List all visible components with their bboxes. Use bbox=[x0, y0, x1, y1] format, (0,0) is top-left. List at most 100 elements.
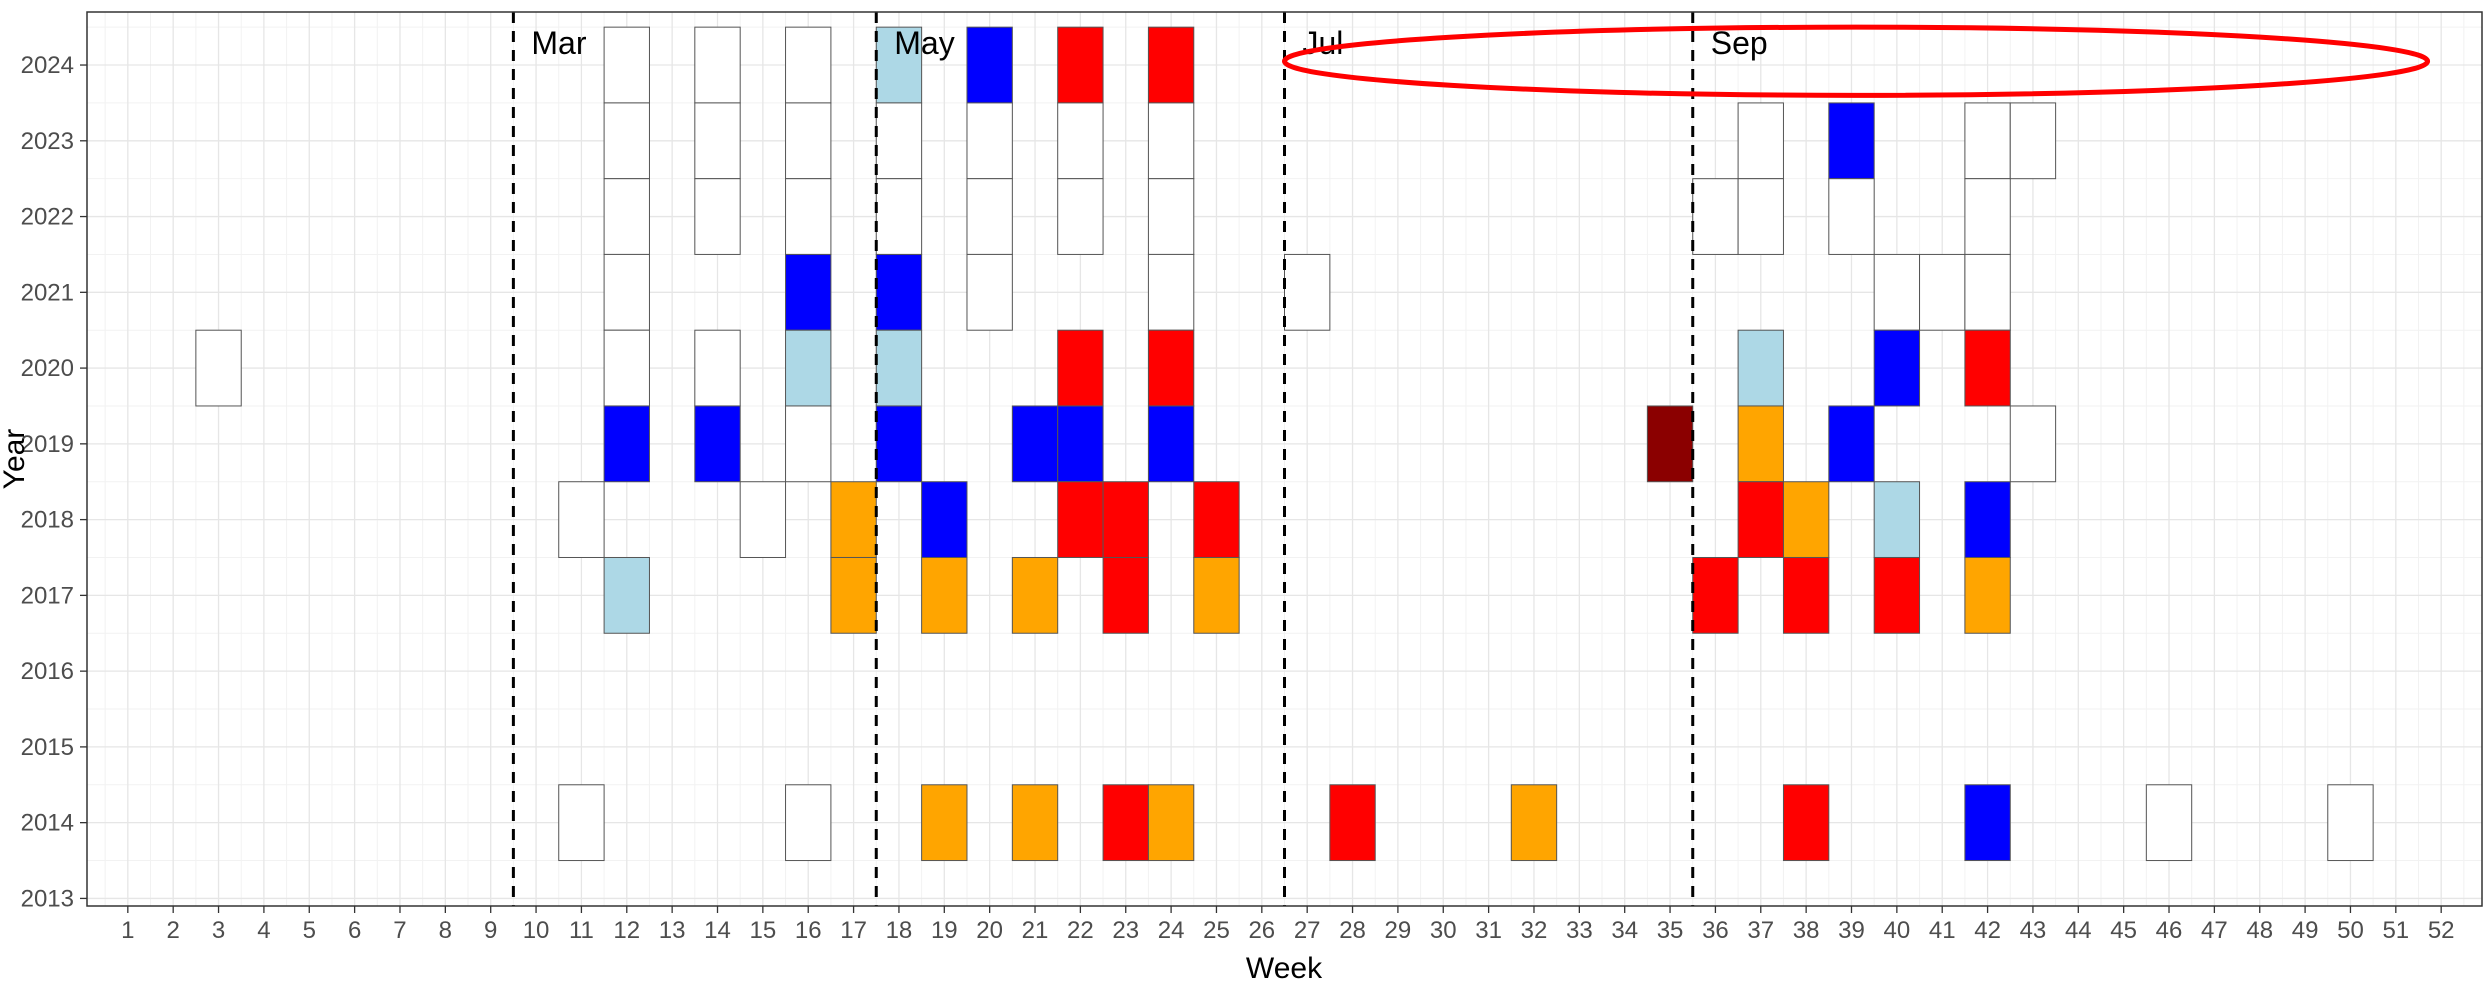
plot-panel-border bbox=[86, 11, 2483, 907]
tile-2022-w14 bbox=[694, 178, 741, 255]
x-tick-label: 9 bbox=[484, 917, 497, 944]
tile-2022-w39 bbox=[1828, 178, 1875, 255]
y-axis: 2013 2014 2015 2016 2017 2018 2019 2020 2021 2022… bbox=[21, 52, 87, 912]
tile-2023-w14 bbox=[694, 102, 741, 180]
tile-2022-w36 bbox=[1692, 178, 1739, 255]
x-tick-label: 2 bbox=[167, 917, 180, 944]
tile-2020-w16 bbox=[785, 329, 832, 407]
tile-2019-w14 bbox=[694, 405, 741, 483]
tile-2017-w21 bbox=[1011, 556, 1059, 634]
y-tick-label: 2018 bbox=[21, 507, 74, 534]
tile-2014-w46 bbox=[2145, 784, 2193, 862]
tile-2021-w16 bbox=[785, 253, 832, 331]
x-tick-label: 47 bbox=[2201, 917, 2228, 944]
x-tick-label: 19 bbox=[931, 917, 958, 944]
tile-2018-w11 bbox=[558, 481, 605, 558]
tile-2017-w40 bbox=[1873, 556, 1921, 634]
tile-2019-w21 bbox=[1011, 405, 1059, 483]
tile-2021-w42 bbox=[1964, 253, 2011, 331]
y-tick-label: 2014 bbox=[21, 810, 74, 837]
tile-2023-w20 bbox=[966, 102, 1013, 180]
tile-2022-w20 bbox=[966, 178, 1013, 255]
tile-2024-w14 bbox=[694, 26, 741, 104]
tile-2024-w12 bbox=[603, 26, 650, 104]
tile-2019-w35 bbox=[1646, 405, 1694, 483]
tile-2024-w20 bbox=[966, 26, 1013, 104]
tile-2018-w23 bbox=[1102, 481, 1149, 558]
x-tick-label: 49 bbox=[2292, 917, 2319, 944]
y-tick-label: 2023 bbox=[21, 128, 74, 155]
x-tick-label: 50 bbox=[2337, 917, 2364, 944]
tile-2020-w40 bbox=[1873, 329, 1921, 407]
x-tick-label: 33 bbox=[1566, 917, 1593, 944]
tile-2019-w16 bbox=[785, 405, 832, 483]
tile-2014-w32 bbox=[1510, 784, 1558, 862]
y-tick-label: 2020 bbox=[21, 355, 74, 382]
tile-2022-w22 bbox=[1057, 178, 1104, 255]
x-tick-label: 45 bbox=[2110, 917, 2137, 944]
x-axis-title: Week bbox=[1246, 952, 1323, 985]
tile-2018-w17 bbox=[830, 481, 877, 558]
month-label-sep: Sep bbox=[1711, 25, 1768, 61]
tile-2014-w11 bbox=[558, 784, 605, 862]
x-tick-label: 18 bbox=[886, 917, 913, 944]
tile-2020-w14 bbox=[694, 329, 741, 407]
tile-2019-w18 bbox=[875, 405, 923, 483]
tile-2018-w37 bbox=[1737, 481, 1784, 558]
tile-2017-w23 bbox=[1102, 556, 1149, 634]
month-labels: Mar May Jul Sep bbox=[531, 25, 1767, 61]
month-divider-lines bbox=[511, 12, 1695, 906]
tile-2023-w42 bbox=[1964, 102, 2011, 180]
x-tick-label: 30 bbox=[1430, 917, 1457, 944]
tile-2017-w17 bbox=[830, 556, 877, 634]
y-tick-label: 2017 bbox=[21, 582, 74, 609]
tile-2022-w37 bbox=[1737, 178, 1784, 255]
y-axis-title: Year bbox=[0, 429, 31, 490]
x-tick-label: 37 bbox=[1747, 917, 1774, 944]
tile-2019-w43 bbox=[2009, 405, 2057, 483]
x-tick-label: 48 bbox=[2246, 917, 2273, 944]
tile-2023-w37 bbox=[1737, 102, 1784, 180]
tile-2024-w24 bbox=[1147, 26, 1195, 104]
tile-2017-w38 bbox=[1782, 556, 1830, 634]
x-tick-label: 28 bbox=[1339, 917, 1366, 944]
x-tick-label: 26 bbox=[1248, 917, 1275, 944]
tile-2018-w22 bbox=[1057, 481, 1104, 558]
tile-2018-w42 bbox=[1964, 481, 2011, 558]
x-tick-label: 10 bbox=[523, 917, 550, 944]
tile-2018-w15 bbox=[739, 481, 787, 558]
tile-2020-w3 bbox=[195, 329, 242, 407]
x-tick-label: 25 bbox=[1203, 917, 1230, 944]
tile-2019-w39 bbox=[1828, 405, 1875, 483]
tile-2023-w22 bbox=[1057, 102, 1104, 180]
x-tick-label: 3 bbox=[212, 917, 225, 944]
tile-2024-w16 bbox=[785, 26, 832, 104]
x-tick-label: 39 bbox=[1838, 917, 1865, 944]
x-tick-label: 43 bbox=[2020, 917, 2047, 944]
tile-2021-w27 bbox=[1284, 253, 1331, 331]
x-tick-label: 44 bbox=[2065, 917, 2092, 944]
tile-2018-w38 bbox=[1782, 481, 1830, 558]
x-tick-label: 41 bbox=[1929, 917, 1956, 944]
x-tick-label: 46 bbox=[2156, 917, 2183, 944]
tile-2020-w18 bbox=[875, 329, 923, 407]
y-tick-label: 2021 bbox=[21, 279, 74, 306]
tile-2022-w24 bbox=[1147, 178, 1195, 255]
y-tick-label: 2013 bbox=[21, 885, 74, 912]
tile-2024-w22 bbox=[1057, 26, 1104, 104]
tile-2014-w38 bbox=[1782, 784, 1830, 862]
tile-2019-w12 bbox=[603, 405, 650, 483]
x-tick-label: 27 bbox=[1294, 917, 1321, 944]
tile-2014-w50 bbox=[2327, 784, 2374, 862]
x-tick-label: 6 bbox=[348, 917, 361, 944]
tile-2022-w42 bbox=[1964, 178, 2011, 255]
tile-2014-w28 bbox=[1329, 784, 1376, 862]
month-label-mar: Mar bbox=[531, 25, 586, 61]
tile-2023-w43 bbox=[2009, 102, 2057, 180]
tile-2021-w24 bbox=[1147, 253, 1195, 331]
x-tick-label: 13 bbox=[659, 917, 686, 944]
tile-2023-w39 bbox=[1828, 102, 1875, 180]
tile-2017-w12 bbox=[603, 556, 650, 634]
x-tick-label: 15 bbox=[750, 917, 777, 944]
